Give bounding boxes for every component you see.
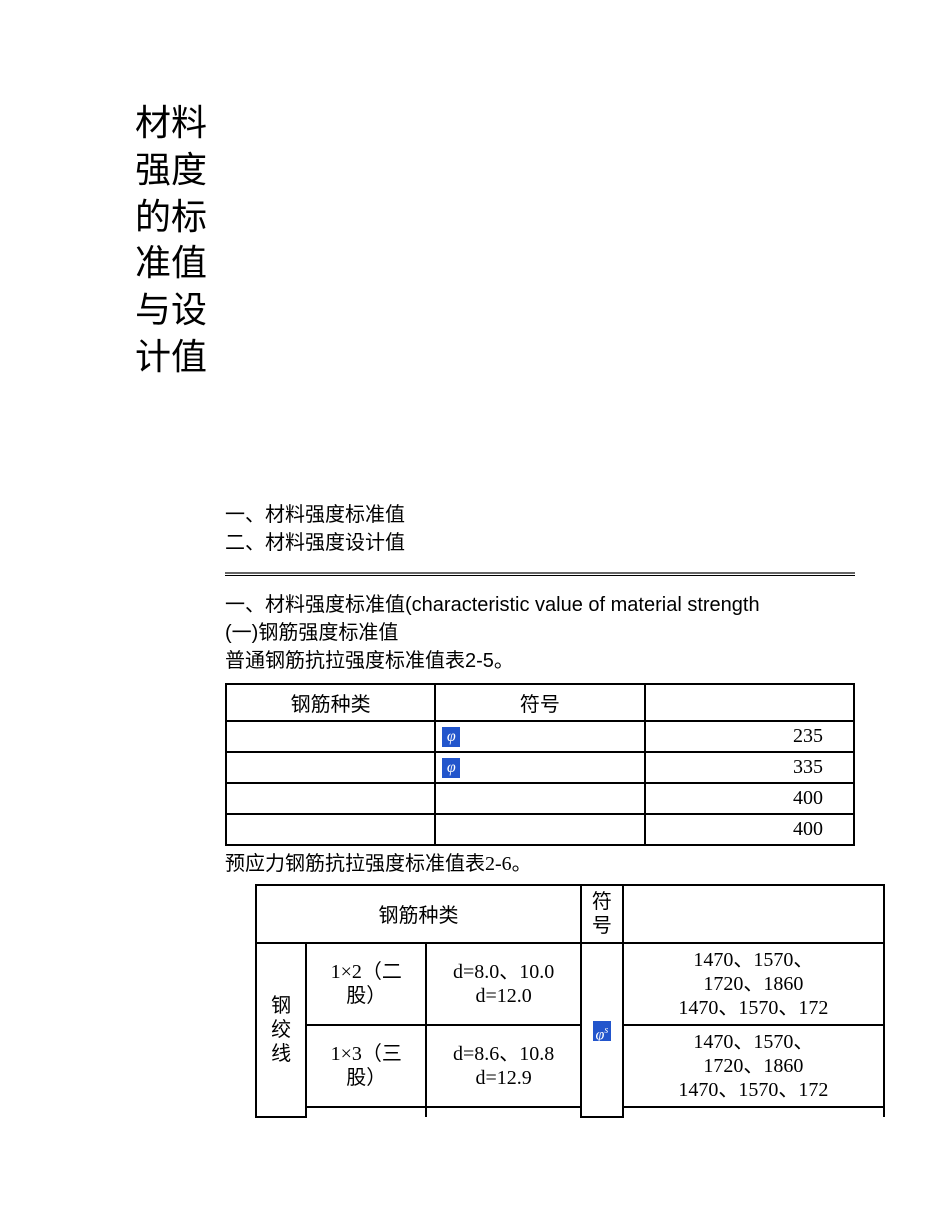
table-row: 400	[226, 783, 854, 814]
toc-item-2: 二、材料强度设计值	[225, 529, 945, 557]
cell-value: 235	[645, 721, 854, 752]
section1-sub1: (一)钢筋强度标准值	[225, 619, 945, 647]
cell-symbol	[435, 814, 644, 845]
table-2-5: 钢筋种类 符号 φ 235 φ 335 400 400	[225, 683, 855, 846]
table-row: 1×3（三股） d=8.6、10.8d=12.9 1470、1570、1720、…	[256, 1025, 884, 1107]
table-row: 钢绞线 1×2（二股） d=8.0、10.0d=12.0 φs 1470、157…	[256, 943, 884, 1025]
table-2-6-caption: 预应力钢筋抗拉强度标准值表2-6。	[225, 850, 945, 878]
page-title: 材料强度的标准值与设计值	[135, 100, 215, 381]
toc-item-1: 一、材料强度标准值	[225, 501, 945, 529]
divider	[225, 572, 855, 576]
cell-spec: 1×2（二股）	[306, 943, 426, 1025]
cell-values: 1470、1570、1720、18601470、1570、172	[623, 943, 884, 1025]
cell-value: 335	[645, 752, 854, 783]
cell-type	[226, 721, 435, 752]
phi-icon: φ	[442, 758, 460, 778]
cell-symbol	[435, 783, 644, 814]
table-2-6: 钢筋种类 符号 钢绞线 1×2（二股） d=8.0、10.0d=12.0 φs …	[255, 884, 885, 1118]
table-row: 钢筋种类 符号	[226, 684, 854, 721]
col-header-symbol: 符号	[435, 684, 644, 721]
cell-value: 400	[645, 814, 854, 845]
table-row: 钢筋种类 符号	[256, 885, 884, 943]
cell-type	[226, 814, 435, 845]
col-header-type: 钢筋种类	[256, 885, 581, 943]
section1-line1: 普通钢筋抗拉强度标准值表2-5。	[225, 647, 945, 675]
cell-diameter: d=8.0、10.0d=12.0	[426, 943, 581, 1025]
phi-icon: φs	[593, 1021, 611, 1041]
cell-spec	[306, 1107, 426, 1117]
cell-type	[226, 752, 435, 783]
cell-type	[226, 783, 435, 814]
col-header-symbol: 符号	[581, 885, 623, 943]
cell-values: 1470、1570、1720、18601470、1570、172	[623, 1025, 884, 1107]
cell-values	[623, 1107, 884, 1117]
cell-value: 400	[645, 783, 854, 814]
table-row: 400	[226, 814, 854, 845]
table-row: φ 235	[226, 721, 854, 752]
cell-rowspan-label: 钢绞线	[256, 943, 306, 1117]
cell-diameter: d=8.6、10.8d=12.9	[426, 1025, 581, 1107]
table-row: φ 335	[226, 752, 854, 783]
table-row	[256, 1107, 884, 1117]
section1-heading: 一、材料强度标准值(characteristic value of materi…	[225, 591, 945, 619]
cell-spec: 1×3（三股）	[306, 1025, 426, 1107]
cell-symbol: φ	[435, 721, 644, 752]
phi-icon: φ	[442, 727, 460, 747]
col-header-empty	[645, 684, 854, 721]
cell-diameter	[426, 1107, 581, 1117]
cell-symbol: φ	[435, 752, 644, 783]
col-header-empty	[623, 885, 884, 943]
col-header-type: 钢筋种类	[226, 684, 435, 721]
cell-symbol: φs	[581, 943, 623, 1117]
